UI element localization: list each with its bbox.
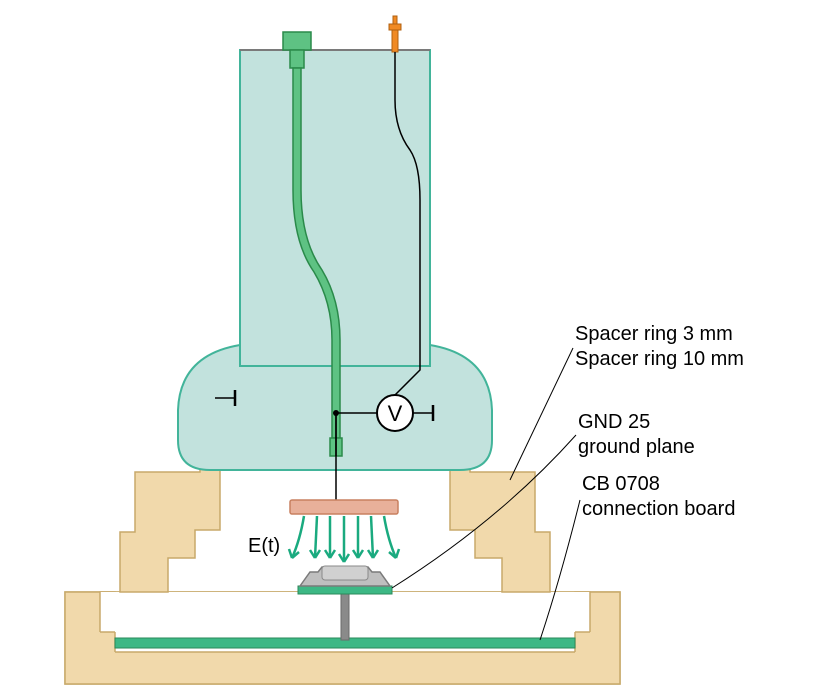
label-gnd25: GND 25 ground plane [578, 411, 695, 458]
orange-connector [389, 16, 401, 52]
dut-chip [300, 566, 390, 586]
svg-text:connection board: connection board [582, 498, 735, 520]
leader-spacer [510, 348, 573, 480]
spacer-ring-left [120, 460, 220, 592]
efield-arrows [289, 516, 399, 562]
diagram-canvas: V [0, 0, 817, 700]
svg-text:Spacer ring 3 mm: Spacer ring 3 mm [575, 323, 733, 345]
label-spacer-10mm: Spacer ring 10 mm [575, 348, 744, 370]
label-cb0708: CB 0708 connection board [582, 473, 735, 520]
svg-text:GND 25: GND 25 [578, 411, 650, 433]
svg-text:Spacer ring 10 mm: Spacer ring 10 mm [575, 348, 744, 370]
ground-plane [298, 586, 392, 594]
efield-label: E(t) [248, 535, 280, 557]
svg-text:CB 0708: CB 0708 [582, 473, 660, 495]
spacer-ring-right [450, 460, 550, 592]
voltmeter-symbol: V [388, 401, 403, 426]
emitter-disk [290, 500, 398, 514]
label-spacer-3mm: Spacer ring 3 mm [575, 323, 733, 345]
svg-text:ground plane: ground plane [578, 436, 695, 458]
